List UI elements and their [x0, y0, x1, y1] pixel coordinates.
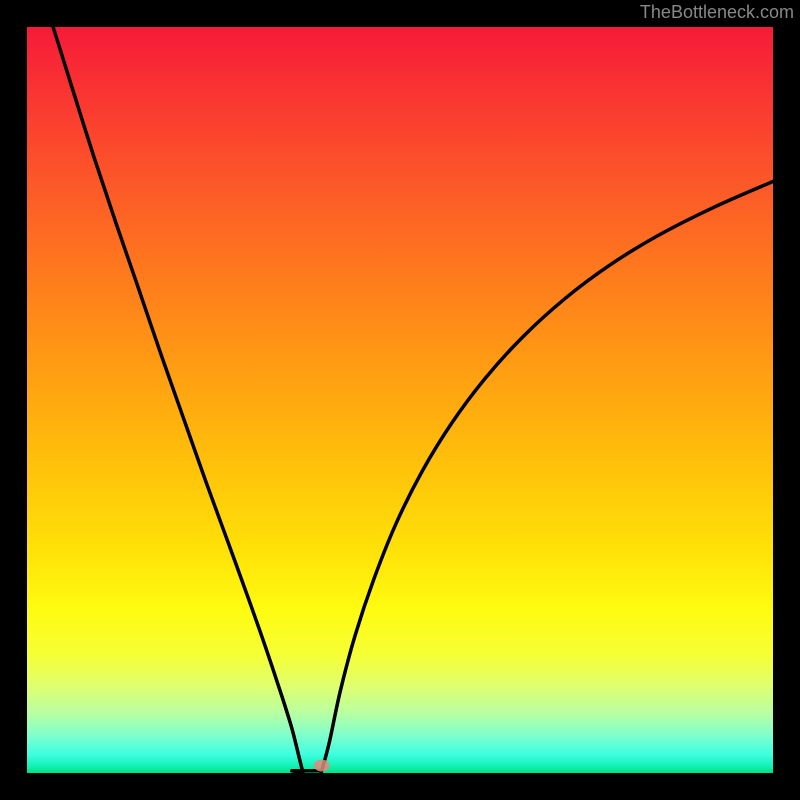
chart-svg	[27, 27, 773, 773]
chart-plot-area	[27, 27, 773, 773]
gradient-background	[27, 27, 773, 773]
minimum-marker	[314, 760, 330, 772]
watermark-text: TheBottleneck.com	[640, 2, 794, 23]
